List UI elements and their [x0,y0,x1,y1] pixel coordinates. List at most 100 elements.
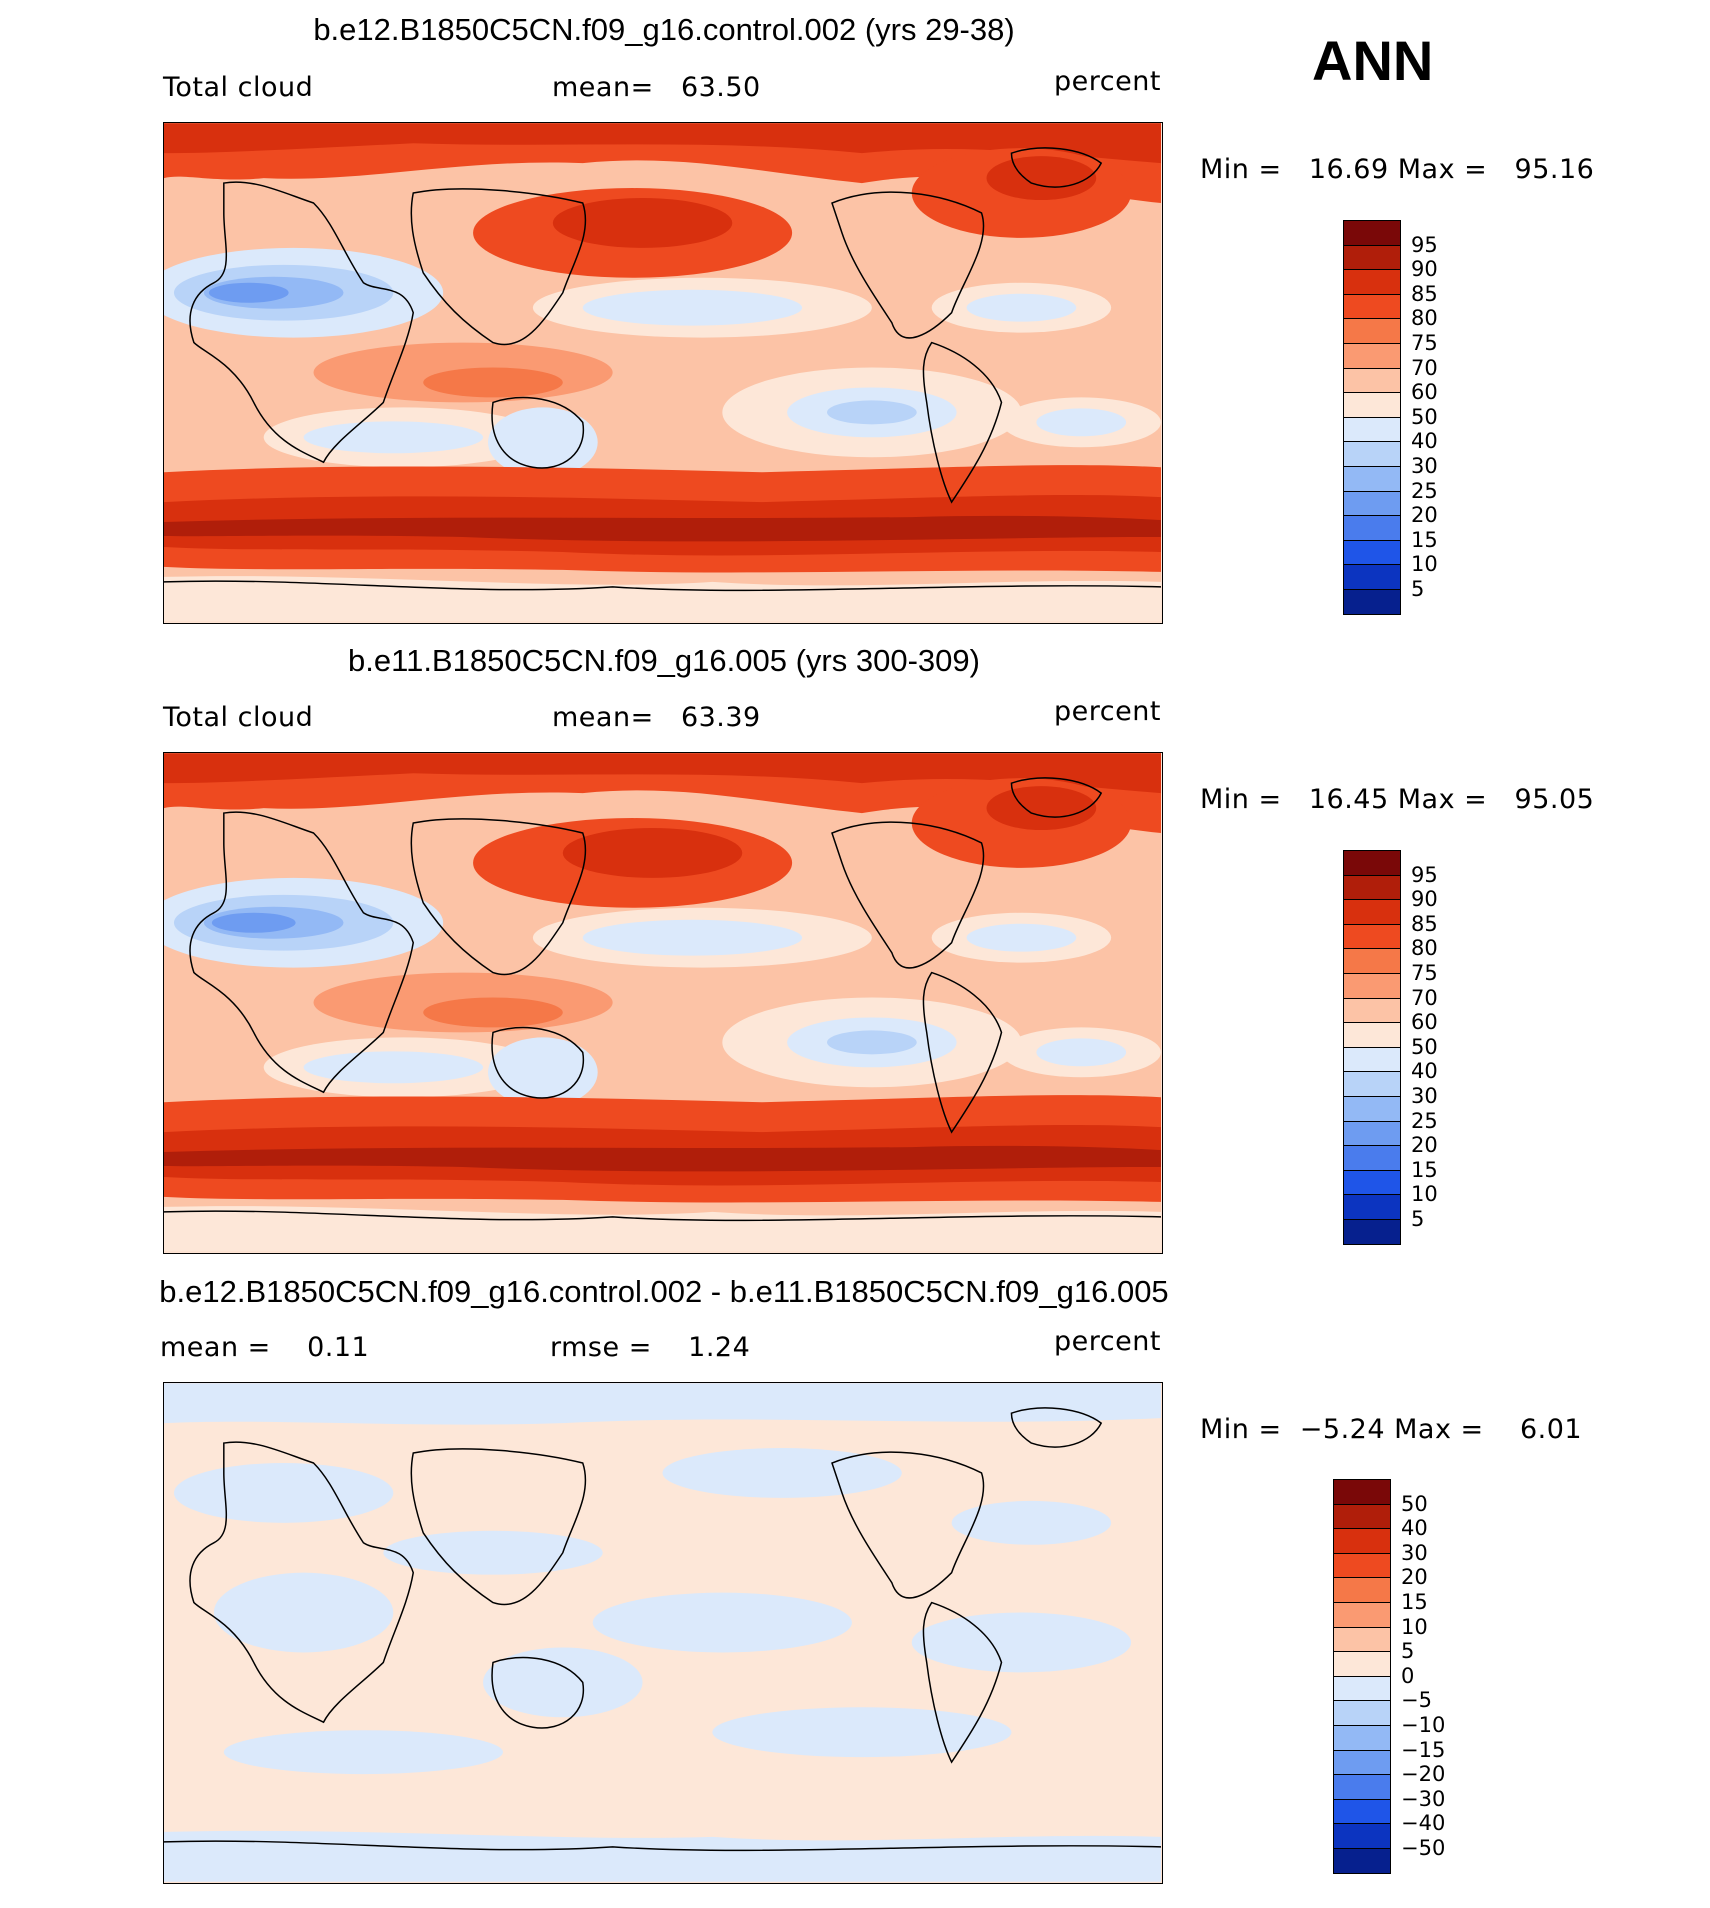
panel-3-minmax-label: Min = −5.24 Max = 6.01 [1200,1414,1583,1445]
panel-3-colorbar-tick-label: −40 [1401,1811,1446,1836]
panel-1-mean-label: mean= 63.50 [552,72,761,103]
panel-3-colorbar-tick-label: −30 [1401,1786,1446,1811]
panel-2-colorbar-tick-label: 75 [1411,961,1438,985]
panel-2-colorbar-swatch [1343,1194,1401,1220]
panel-2-colorbar-swatch [1343,874,1401,901]
panel-3-colorbar-swatch [1333,1602,1391,1628]
panel-1-colorbar-tick-label: 40 [1411,429,1438,454]
panel-1-contour-plot [164,123,1161,622]
panel-1-title: b.e12.B1850C5CN.f09_g16.control.002 (yrs… [313,12,1015,47]
panel-3-colorbar-swatch [1333,1528,1391,1554]
panel-1-colorbar-swatch [1343,466,1401,492]
panel-1-colorbar-swatch [1343,441,1401,467]
panel-1-colorbar-tick-label: 95 [1411,232,1438,257]
panel-2-contour-plot [164,753,1161,1252]
panel-1-units-label: percent [1054,66,1161,97]
panel-3-colorbar-swatch [1333,1823,1391,1849]
panel-2-colorbar-tick-label: 70 [1411,985,1438,1010]
panel-3-colorbar-swatch [1333,1552,1391,1579]
panel-1-colorbar-swatch [1343,564,1401,590]
panel-3-units-label: percent [1054,1326,1161,1357]
panel-3-map [163,1382,1163,1884]
panel-3-mean-label: mean = 0.11 [160,1332,370,1363]
panel-2-minmax-label: Min = 16.45 Max = 95.05 [1200,784,1595,815]
panel-3-colorbar-tick-label: 40 [1401,1516,1428,1541]
panel-1-colorbar-tick-label: 90 [1411,257,1438,282]
panel-1-colorbar-swatch [1343,589,1401,615]
panel-3-colorbar-swatch [1333,1626,1391,1653]
panel-2-colorbar-swatch [1343,1219,1401,1245]
panel-2-colorbar-swatch [1343,973,1401,999]
panel-1-colorbar-swatch [1343,392,1401,418]
panel-3-colorbar-tick-label: −10 [1401,1713,1446,1737]
panel-3-colorbar-swatch [1333,1774,1391,1800]
panel-1-minmax-label: Min = 16.69 Max = 95.16 [1200,154,1595,185]
panel-1-colorbar-tick-label: 20 [1411,503,1438,528]
panel-1-colorbar-tick-label: 30 [1411,454,1438,478]
panel-3-colorbar-tick-label: 0 [1401,1663,1415,1688]
panel-1-colorbar-tick-label: 70 [1411,355,1438,380]
panel-3-colorbar-tick-label: −50 [1401,1836,1446,1860]
panel-3-colorbar-swatch [1333,1577,1391,1603]
panel-3-colorbar-swatch [1333,1675,1391,1702]
panel-2-colorbar-tick-label: 40 [1411,1059,1438,1084]
panel-2-colorbar-tick-label: 30 [1411,1084,1438,1108]
panel-1-colorbar-tick-label: 15 [1411,527,1438,552]
panel-2-colorbar-tick-label: 50 [1411,1034,1438,1059]
panel-3-rmse-label: rmse = 1.24 [550,1332,751,1363]
panel-2-colorbar-tick-label: 90 [1411,887,1438,912]
panel-1-colorbar-tick-label: 75 [1411,331,1438,355]
panel-1-colorbar-swatch [1343,367,1401,394]
panel-3-colorbar-swatch [1333,1479,1391,1505]
panel-1-variable-label: Total cloud [163,72,314,103]
panel-1-map [163,122,1163,624]
panel-3-colorbar-swatch [1333,1798,1391,1825]
panel-2-title: b.e11.B1850C5CN.f09_g16.005 (yrs 300-309… [348,643,980,678]
panel-2-colorbar-tick-label: 20 [1411,1133,1438,1158]
panel-2-colorbar-tick-label: 25 [1411,1108,1438,1133]
panel-1-colorbar-tick-label: 85 [1411,281,1438,306]
panel-3-contour-plot [164,1383,1161,1882]
panel-2-units-label: percent [1054,696,1161,727]
panel-1-colorbar-swatch [1343,343,1401,369]
panel-2-colorbar-swatch [1343,1145,1401,1171]
panel-1-colorbar: 95 90 85 80 75 70 60 50 40 30 25 20 15 10 5 [1343,220,1461,616]
panel-2-colorbar-tick-label: 10 [1411,1182,1438,1207]
panel-3-colorbar-tick-label: −15 [1401,1737,1446,1762]
panel-2-variable-label: Total cloud [163,702,314,733]
panel-1-colorbar-swatch [1343,244,1401,271]
panel-2-colorbar-swatch [1343,850,1401,876]
panel-3-colorbar-tick-label: 30 [1401,1540,1428,1565]
panel-2-colorbar-tick-label: 15 [1411,1157,1438,1182]
panel-2-colorbar-tick-label: 80 [1411,936,1438,961]
panel-2-colorbar-tick-label: 60 [1411,1010,1438,1035]
panel-2-colorbar-tick-label: 95 [1411,862,1438,887]
panel-1-colorbar-tick-label: 50 [1411,404,1438,429]
panel-1-colorbar-swatch [1343,416,1401,443]
panel-1-colorbar-swatch [1343,293,1401,320]
panel-3-colorbar-tick-label: 20 [1401,1565,1428,1590]
panel-3-colorbar-tick-label: 50 [1401,1491,1428,1516]
panel-1-colorbar-swatch [1343,220,1401,246]
panel-3-colorbar-swatch [1333,1651,1391,1677]
panel-2-colorbar-swatch [1343,948,1401,974]
panel-2-colorbar-swatch [1343,1046,1401,1073]
panel-3-colorbar-swatch [1333,1749,1391,1776]
panel-3-colorbar-swatch [1333,1700,1391,1726]
panel-2-colorbar-swatch [1343,899,1401,925]
panel-1-colorbar-swatch [1343,318,1401,344]
panel-2-colorbar-swatch [1343,997,1401,1024]
panel-2-colorbar-swatch [1343,923,1401,950]
panel-1-colorbar-swatch [1343,269,1401,295]
panel-1-colorbar-swatch [1343,490,1401,517]
panel-1-colorbar-tick-label: 25 [1411,478,1438,503]
panel-1-colorbar-tick-label: 5 [1411,577,1425,601]
panel-2-colorbar-tick-label: 5 [1411,1207,1425,1231]
panel-3-colorbar-tick-label: −5 [1401,1688,1432,1713]
panel-2-colorbar-tick-label: 85 [1411,911,1438,936]
panel-2-mean-label: mean= 63.39 [552,702,761,733]
panel-3-colorbar-swatch [1333,1503,1391,1530]
panel-3-colorbar: 50 40 30 20 15 10 5 0 −5 −10 −15 −20 −30 −40 −50 [1333,1479,1451,1875]
panel-3-colorbar-tick-label: 10 [1401,1614,1428,1639]
panel-1-colorbar-swatch [1343,515,1401,541]
